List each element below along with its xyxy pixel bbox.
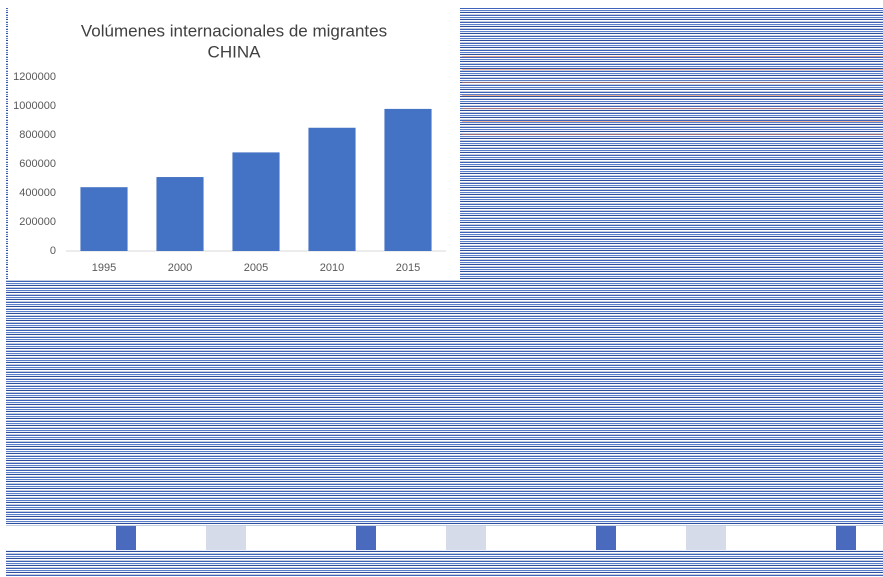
y-tick-label: 0: [50, 245, 56, 257]
y-tick-label: 800000: [19, 129, 56, 141]
y-tick-label: 1000000: [13, 100, 56, 112]
y-tick-label: 400000: [19, 187, 56, 199]
bar: [80, 187, 128, 251]
y-tick-label: 1200000: [13, 71, 56, 83]
chart-title: Volúmenes internacionales de migrantes: [81, 21, 387, 40]
striped-overlay: [462, 50, 883, 140]
bar: [232, 152, 280, 251]
bar: [308, 127, 356, 251]
x-tick-label: 2005: [244, 262, 268, 274]
y-tick-label: 200000: [19, 216, 56, 228]
x-tick-label: 2000: [168, 262, 192, 274]
bar: [384, 108, 432, 252]
bar: [156, 177, 204, 251]
striped-gap: [6, 526, 883, 550]
x-tick-label: 2015: [396, 262, 420, 274]
x-tick-label: 2010: [320, 262, 344, 274]
chart: Volúmenes internacionales de migrantes C…: [8, 8, 460, 280]
y-tick-label: 600000: [19, 158, 56, 170]
chart-subtitle: CHINA: [208, 42, 262, 61]
x-tick-label: 1995: [92, 262, 116, 274]
